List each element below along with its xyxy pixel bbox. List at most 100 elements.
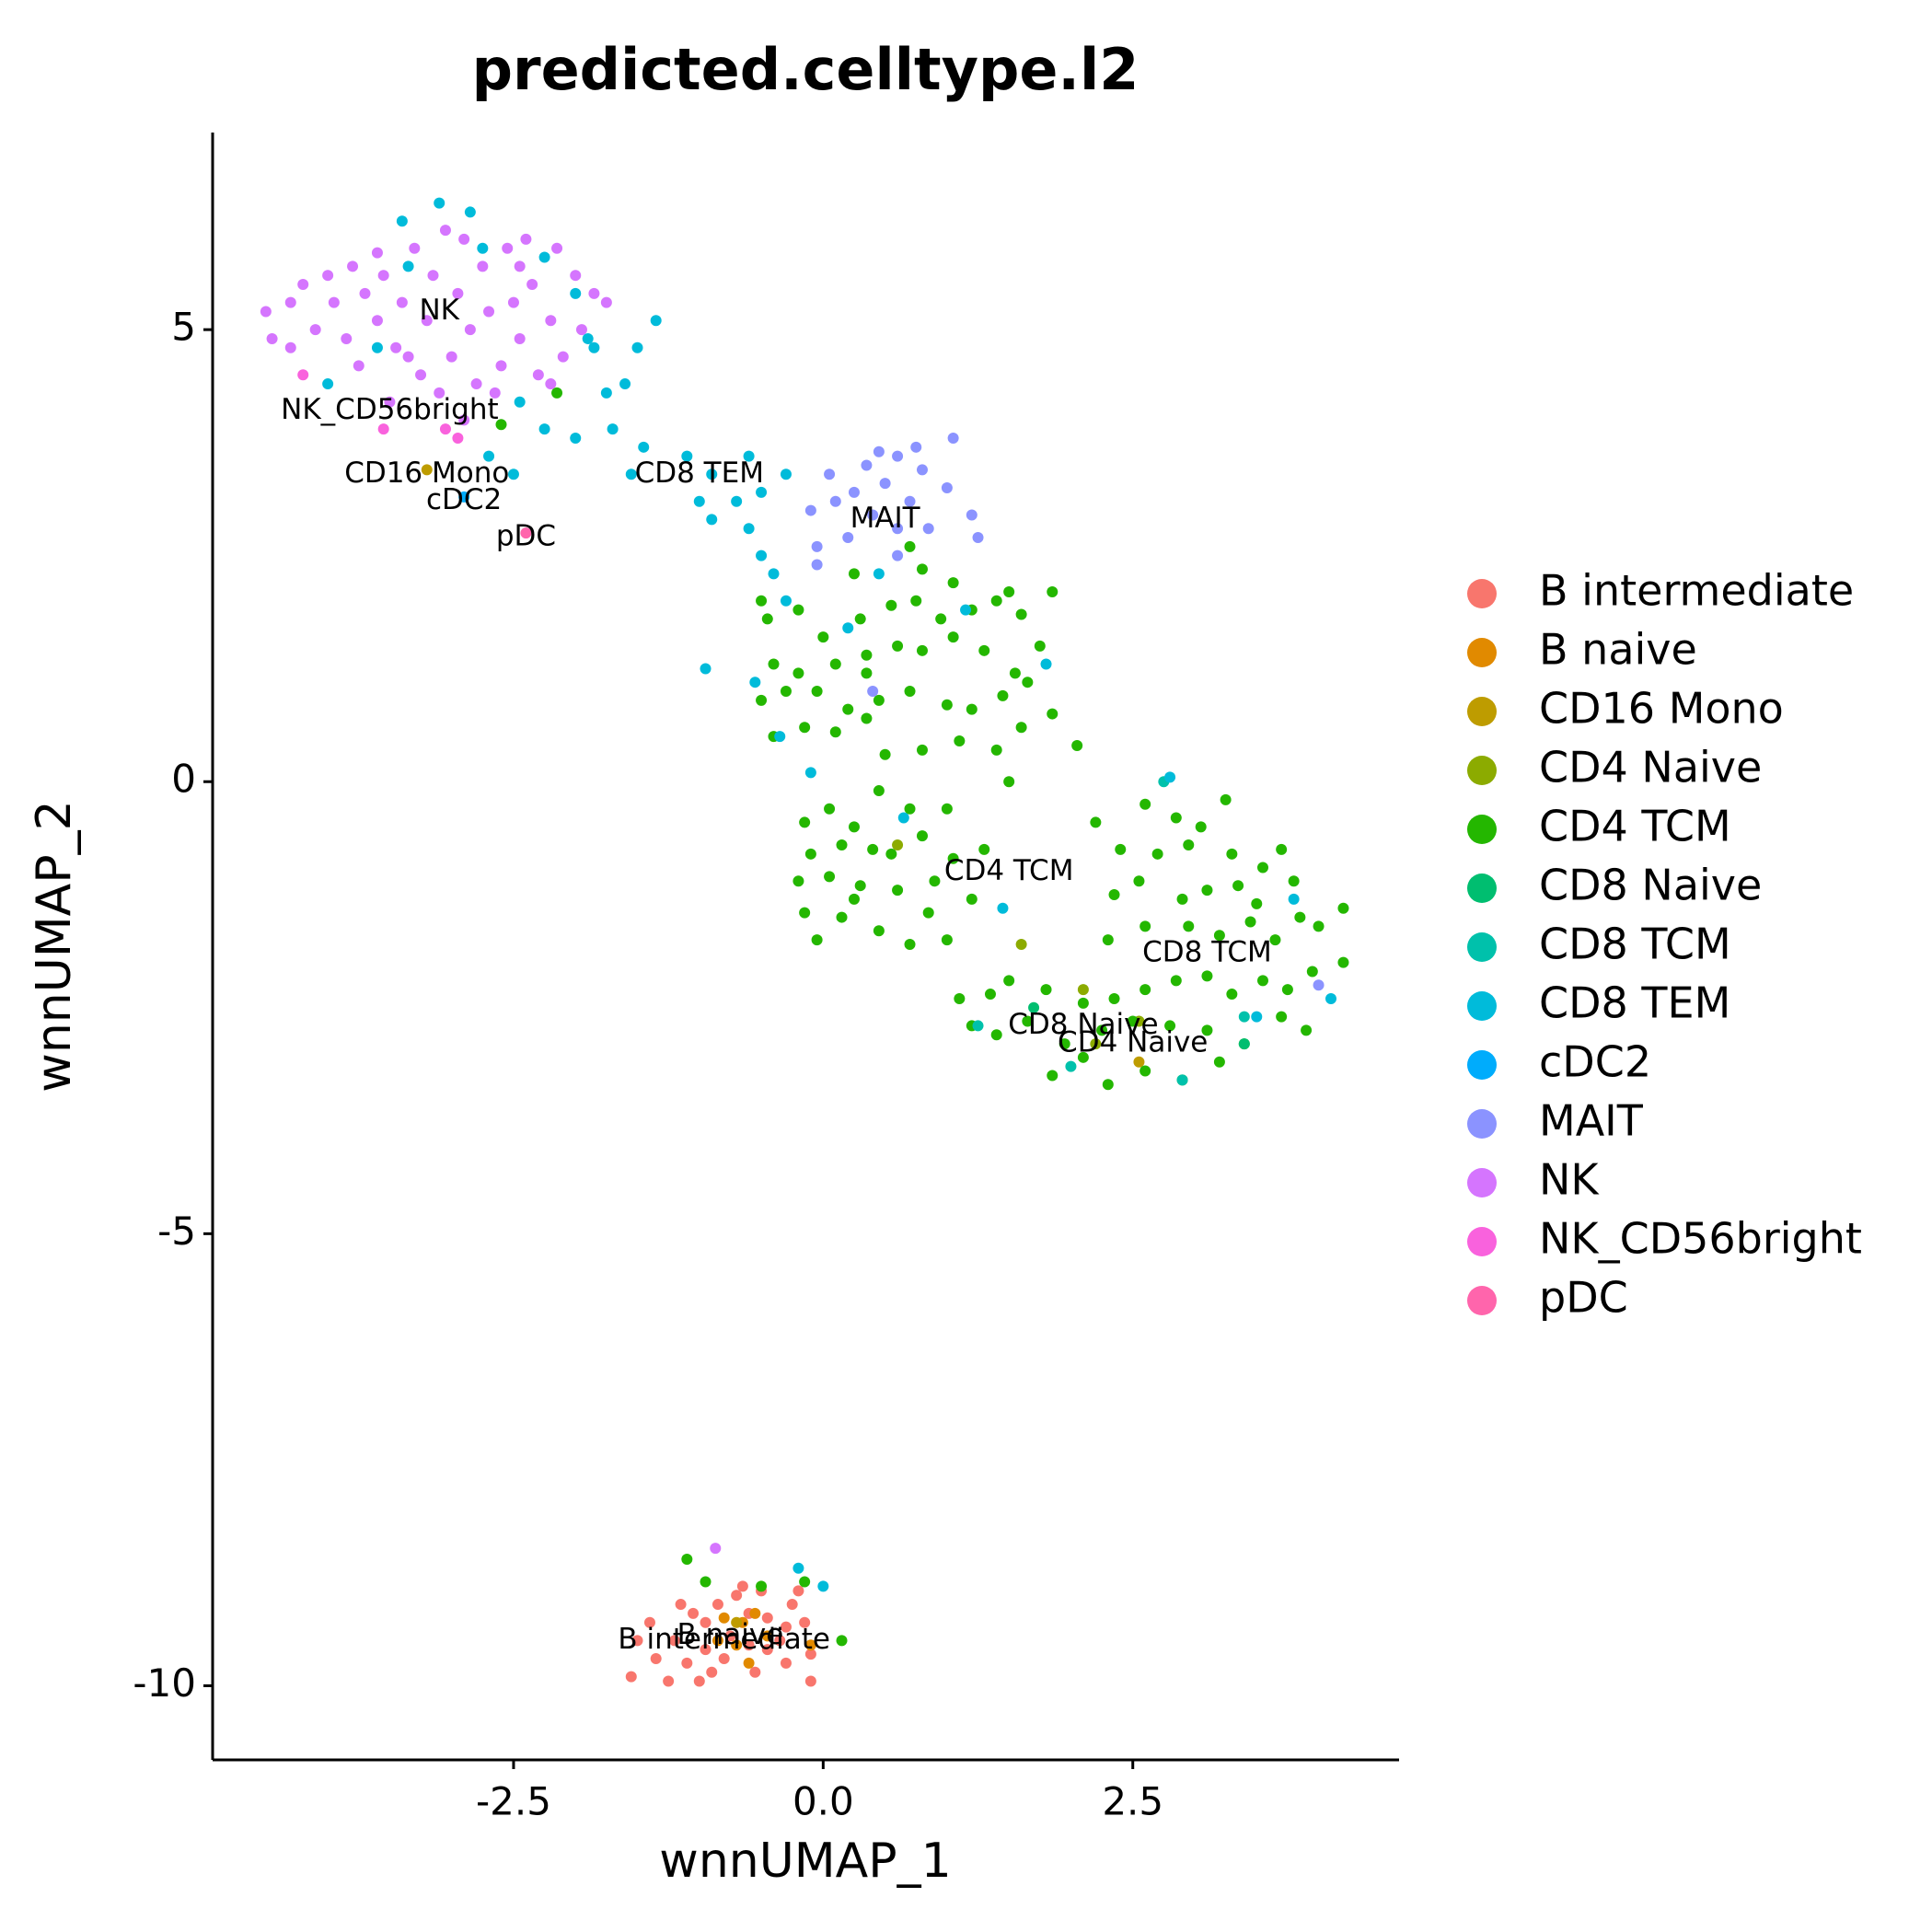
point bbox=[452, 432, 464, 444]
point bbox=[570, 287, 582, 299]
point bbox=[954, 992, 966, 1004]
point bbox=[966, 703, 978, 715]
point bbox=[1213, 930, 1225, 942]
point bbox=[873, 785, 885, 797]
point bbox=[799, 907, 811, 919]
point bbox=[756, 1580, 768, 1592]
point bbox=[1065, 1060, 1077, 1072]
point bbox=[625, 469, 637, 480]
point bbox=[1003, 776, 1015, 788]
legend-marker bbox=[1467, 991, 1497, 1021]
point bbox=[663, 1675, 675, 1687]
point bbox=[470, 378, 482, 390]
point bbox=[1015, 722, 1027, 734]
legend-label: NK_CD56bright bbox=[1539, 1214, 1862, 1264]
point bbox=[489, 387, 501, 399]
cluster-label: B intermediate bbox=[618, 1623, 830, 1656]
point bbox=[1313, 979, 1325, 991]
point bbox=[1059, 1038, 1070, 1050]
point bbox=[1071, 739, 1083, 751]
point bbox=[390, 341, 402, 353]
legend-marker bbox=[1467, 1109, 1497, 1139]
point bbox=[786, 1599, 798, 1611]
point bbox=[396, 215, 408, 227]
point bbox=[731, 495, 743, 507]
point bbox=[650, 315, 662, 327]
point bbox=[1108, 992, 1120, 1004]
legend-marker bbox=[1467, 697, 1497, 726]
point bbox=[1281, 984, 1293, 996]
legend-label: CD8 TEM bbox=[1539, 978, 1730, 1028]
point bbox=[1140, 984, 1151, 996]
point bbox=[1238, 1038, 1250, 1050]
point bbox=[1133, 875, 1145, 887]
point bbox=[799, 1616, 811, 1628]
point bbox=[792, 604, 804, 616]
point bbox=[452, 287, 464, 299]
point bbox=[643, 1616, 655, 1628]
point bbox=[966, 509, 978, 521]
point bbox=[749, 1666, 761, 1678]
point bbox=[1170, 975, 1182, 987]
point bbox=[756, 694, 768, 706]
point bbox=[731, 1639, 743, 1651]
point bbox=[804, 848, 816, 860]
point bbox=[693, 495, 705, 507]
point bbox=[780, 1657, 792, 1669]
point bbox=[1244, 916, 1256, 928]
point bbox=[458, 491, 470, 503]
point bbox=[861, 712, 873, 724]
point bbox=[1090, 1038, 1102, 1050]
point bbox=[904, 939, 916, 951]
point bbox=[848, 568, 860, 580]
point bbox=[768, 568, 780, 580]
point bbox=[811, 934, 823, 946]
point bbox=[879, 478, 891, 490]
point bbox=[297, 369, 309, 381]
point bbox=[997, 902, 1009, 914]
point bbox=[978, 644, 990, 656]
point bbox=[706, 514, 718, 526]
point bbox=[761, 613, 773, 625]
point bbox=[1108, 889, 1120, 901]
point bbox=[1015, 939, 1027, 951]
point bbox=[328, 296, 340, 308]
point bbox=[700, 663, 711, 675]
point bbox=[532, 369, 544, 381]
point bbox=[885, 848, 897, 860]
point bbox=[1115, 843, 1127, 855]
point bbox=[322, 270, 334, 282]
point bbox=[458, 414, 470, 426]
point bbox=[1337, 902, 1349, 914]
point bbox=[972, 532, 984, 544]
point bbox=[873, 568, 885, 580]
point bbox=[1251, 1011, 1263, 1023]
point bbox=[854, 613, 866, 625]
legend-label: NK bbox=[1539, 1155, 1600, 1205]
point bbox=[811, 686, 823, 698]
point bbox=[780, 686, 792, 698]
point bbox=[1140, 798, 1151, 810]
point bbox=[309, 324, 321, 336]
point bbox=[1047, 1070, 1059, 1082]
point bbox=[929, 875, 941, 887]
legend-marker bbox=[1467, 873, 1497, 903]
point bbox=[700, 1644, 711, 1656]
point bbox=[718, 1652, 730, 1664]
point bbox=[774, 731, 786, 743]
point bbox=[916, 563, 928, 575]
legend-marker bbox=[1467, 1050, 1497, 1080]
point bbox=[792, 1562, 804, 1574]
point bbox=[941, 934, 953, 946]
point bbox=[427, 270, 439, 282]
point bbox=[780, 469, 792, 480]
point bbox=[756, 486, 768, 498]
point bbox=[371, 315, 383, 327]
legend-label: CD8 TCM bbox=[1539, 920, 1731, 969]
point bbox=[570, 432, 582, 444]
point bbox=[1102, 934, 1114, 946]
point bbox=[811, 559, 823, 571]
point bbox=[879, 748, 891, 760]
point bbox=[892, 523, 904, 535]
point bbox=[774, 1635, 786, 1647]
